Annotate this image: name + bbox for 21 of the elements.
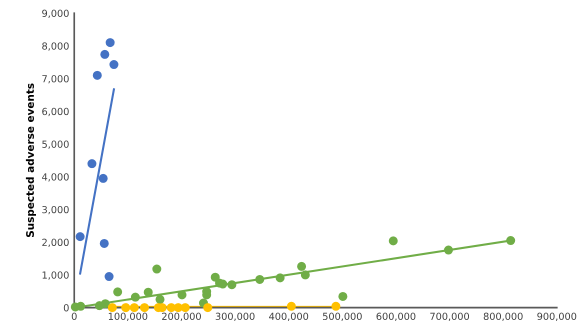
x-tick-label: 400,000 <box>269 312 308 321</box>
y-tick-label: 8,000 <box>42 42 69 51</box>
x-tick-label: 800,000 <box>484 312 523 321</box>
x-tick-label: 200,000 <box>162 312 201 321</box>
y-tick-label: 7,000 <box>42 75 69 84</box>
y-tick-label: 0 <box>64 304 69 312</box>
y-tick-label: 1,000 <box>42 271 69 280</box>
y-axis-title: Suspected adverse events <box>26 83 36 238</box>
y-tick-label: 3,000 <box>42 206 69 214</box>
x-tick-label: 700,000 <box>430 312 470 321</box>
y-tick-label: 2,000 <box>42 238 69 248</box>
y-tick-label: 4,000 <box>42 173 69 182</box>
x-tick-label: 0 <box>72 312 77 320</box>
x-tick-label: 900,000 <box>537 312 576 321</box>
x-tick-label: 100,000 <box>108 312 148 321</box>
y-tick-label: 9,000 <box>42 10 69 18</box>
x-tick-label: 300,000 <box>216 312 255 321</box>
x-tick-label: 500,000 <box>322 312 362 321</box>
y-tick-label: 5,000 <box>42 140 69 149</box>
y-tick-label: 6,000 <box>42 108 69 116</box>
x-tick-label: 600,000 <box>376 312 416 321</box>
